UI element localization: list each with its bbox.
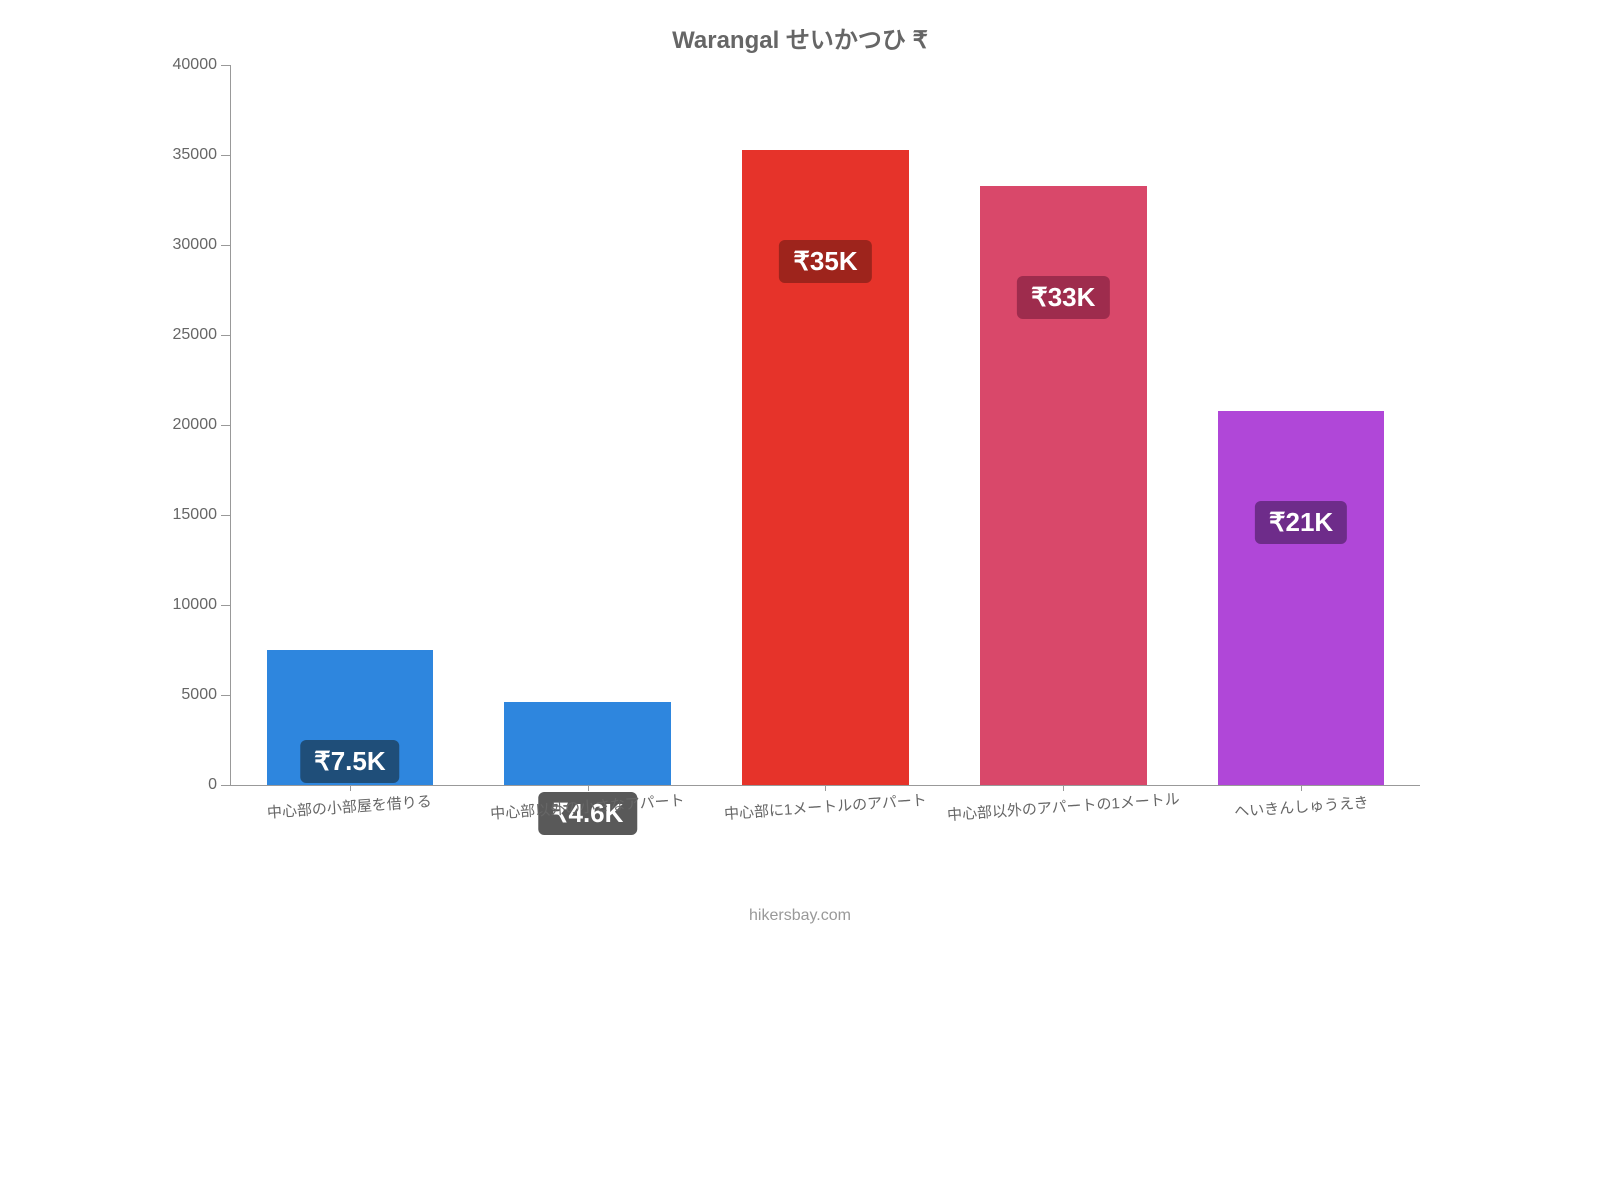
bar: ₹35K	[742, 150, 908, 785]
bar: ₹4.6K	[504, 702, 670, 785]
y-tick-label: 30000	[173, 236, 232, 254]
y-tick-label: 15000	[173, 506, 232, 524]
bar-value-label: ₹21K	[1255, 501, 1347, 544]
bar-slot: ₹21K	[1182, 65, 1420, 785]
bar-slot: ₹4.6K	[469, 65, 707, 785]
y-tick-label: 25000	[173, 326, 232, 344]
bar-slot: ₹35K	[707, 65, 945, 785]
y-tick-label: 40000	[173, 56, 232, 74]
bar-slot: ₹7.5K	[231, 65, 469, 785]
bar-slot: ₹33K	[944, 65, 1182, 785]
y-tick-label: 0	[208, 776, 231, 794]
plot-area: ₹7.5K₹4.6K₹35K₹33K₹21K 05000100001500020…	[230, 65, 1420, 786]
bar-value-label: ₹7.5K	[300, 740, 399, 783]
x-axis-labels: 中心部の小部屋を借りる中心部以外の小さなアパート中心部に1メートルのアパート中心…	[230, 786, 1420, 817]
chart-title: Warangal せいかつひ ₹	[160, 20, 1440, 55]
chart-container: Warangal せいかつひ ₹ ₹7.5K₹4.6K₹35K₹33K₹21K …	[160, 0, 1440, 980]
y-tick-label: 20000	[173, 416, 232, 434]
bars-group: ₹7.5K ₹4.6K ₹35K ₹33K ₹21K	[231, 65, 1420, 785]
y-tick-label: 10000	[173, 596, 232, 614]
y-tick-label: 35000	[173, 146, 232, 164]
bar: ₹21K	[1218, 411, 1384, 785]
bar: ₹33K	[980, 186, 1146, 785]
bar-value-label: ₹33K	[1017, 276, 1109, 319]
y-tick-label: 5000	[181, 686, 231, 704]
bar-value-label: ₹35K	[779, 240, 871, 283]
bar: ₹7.5K	[267, 650, 433, 785]
chart-footer: hikersbay.com	[160, 907, 1440, 925]
